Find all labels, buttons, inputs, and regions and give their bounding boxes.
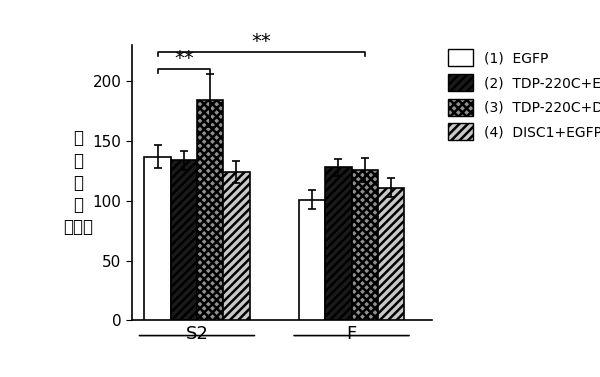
Bar <box>299 199 325 320</box>
Bar <box>325 167 352 320</box>
Bar <box>170 160 197 320</box>
Text: **: ** <box>251 32 271 51</box>
Legend: (1)  EGFP, (2)  TDP-220C+EGFP, (3)  TDP-220C+DISC1, (4)  DISC1+EGFP: (1) EGFP, (2) TDP-220C+EGFP, (3) TDP-220… <box>445 47 600 143</box>
Bar <box>378 188 404 320</box>
Bar <box>223 172 250 320</box>
Text: 滞
在
時
間
（秒）: 滞 在 時 間 （秒） <box>63 129 93 236</box>
Bar <box>145 156 170 320</box>
Bar <box>352 170 378 320</box>
Bar <box>197 100 223 320</box>
Text: **: ** <box>174 49 194 68</box>
